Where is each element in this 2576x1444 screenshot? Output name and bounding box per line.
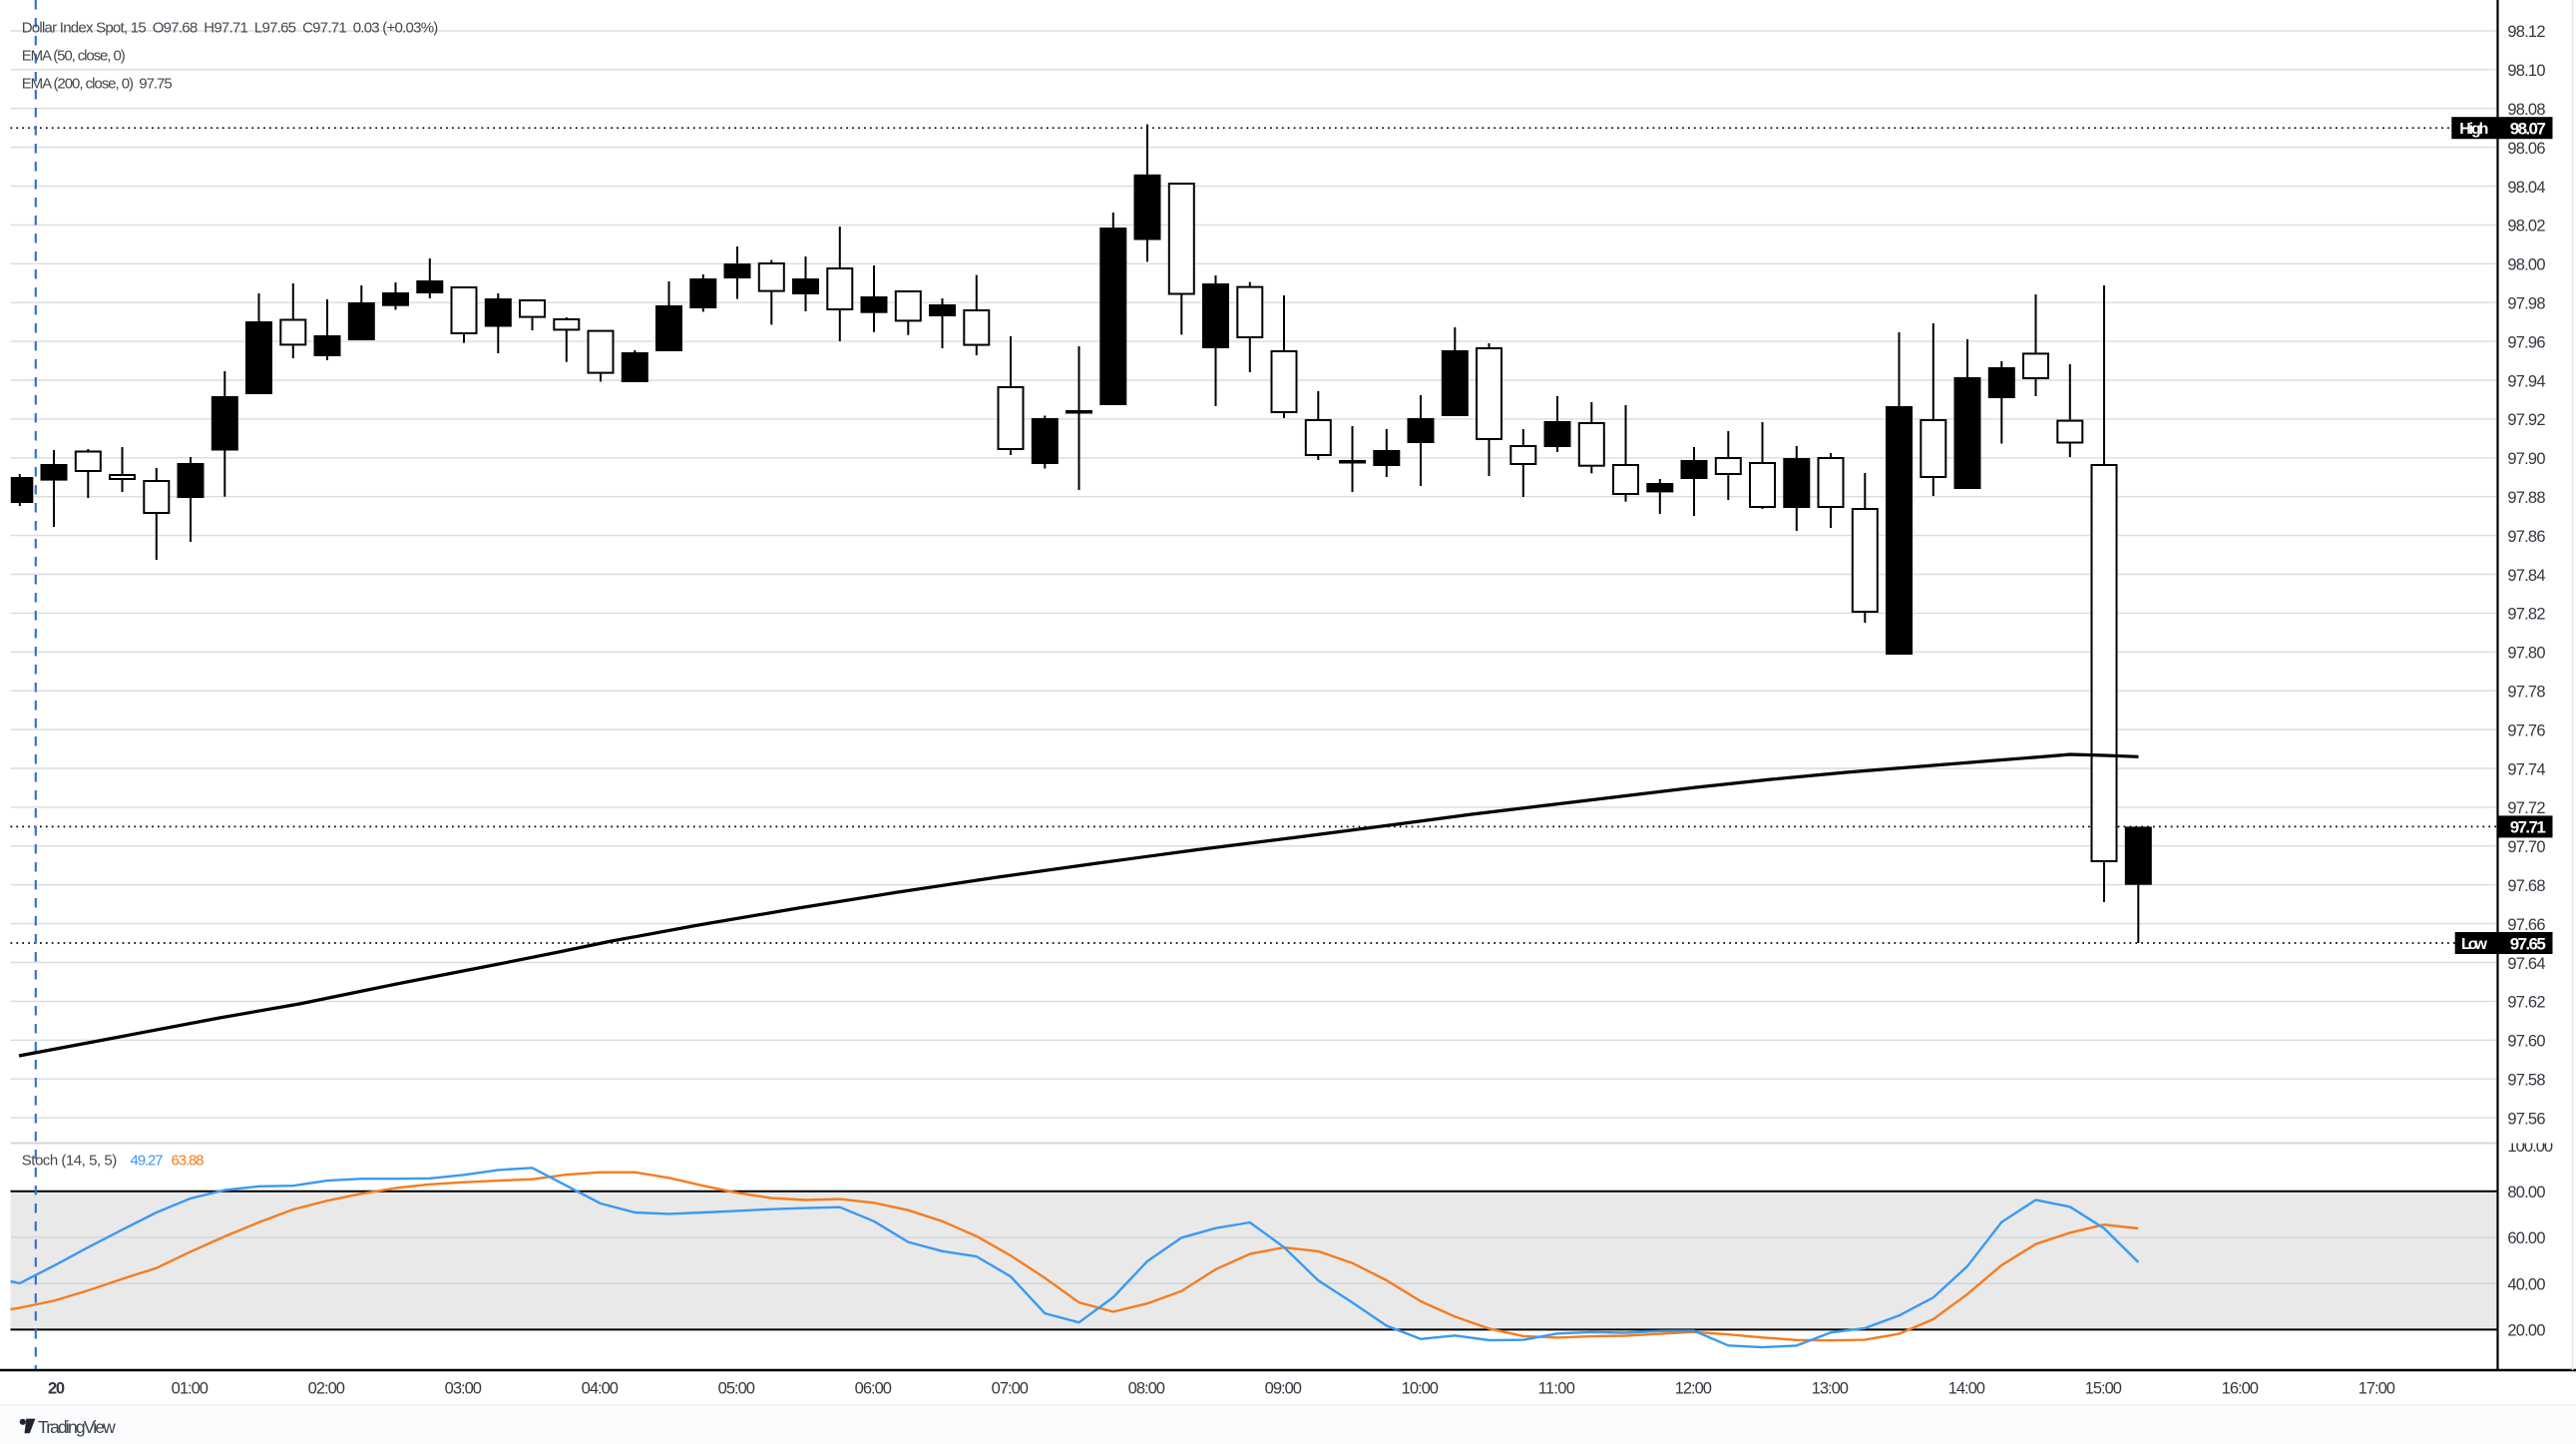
svg-text:16:00: 16:00	[2222, 1380, 2259, 1398]
svg-text:13:00: 13:00	[1812, 1380, 1849, 1398]
svg-text:97.86: 97.86	[2507, 528, 2545, 546]
svg-text:20: 20	[48, 1380, 65, 1398]
svg-text:98.02: 98.02	[2507, 218, 2545, 236]
svg-text:01:00: 01:00	[172, 1380, 209, 1398]
svg-text:97.58: 97.58	[2507, 1072, 2545, 1090]
svg-text:High: High	[2459, 121, 2488, 138]
svg-text:63.88: 63.88	[172, 1153, 205, 1170]
svg-text:15:00: 15:00	[2085, 1380, 2122, 1398]
svg-text:04:00: 04:00	[582, 1380, 619, 1398]
svg-text:98.00: 98.00	[2507, 256, 2545, 274]
svg-text:98.07: 98.07	[2510, 120, 2546, 139]
svg-text:97.82: 97.82	[2507, 606, 2545, 624]
svg-text:Dollar Index Spot, 15 O97.68: Dollar Index Spot, 15 O97.68 H97.71 L97.…	[22, 20, 439, 37]
svg-text:06:00: 06:00	[855, 1380, 892, 1398]
svg-text:97.56: 97.56	[2507, 1110, 2545, 1128]
svg-text:49.27: 49.27	[131, 1153, 164, 1170]
svg-text:97.64: 97.64	[2507, 955, 2545, 973]
svg-text:17:00: 17:00	[2359, 1380, 2395, 1398]
svg-text:09:00: 09:00	[1265, 1380, 1302, 1398]
svg-text:98.08: 98.08	[2507, 101, 2545, 119]
svg-text:97.71: 97.71	[2510, 818, 2546, 837]
svg-text:98.04: 98.04	[2507, 179, 2545, 197]
svg-text:EMA (200, close, 0) 97.75: EMA (200, close, 0) 97.75	[22, 76, 173, 93]
svg-text:97.94: 97.94	[2507, 372, 2545, 390]
svg-text:10:00: 10:00	[1402, 1380, 1439, 1398]
svg-text:97.74: 97.74	[2507, 760, 2545, 778]
svg-text:Low: Low	[2461, 936, 2488, 953]
svg-text:100.00: 100.00	[2507, 1138, 2553, 1156]
svg-text:97.72: 97.72	[2507, 799, 2545, 817]
svg-text:Stoch (14, 5, 5): Stoch (14, 5, 5)	[22, 1153, 118, 1170]
svg-text:03:00: 03:00	[445, 1380, 482, 1398]
svg-text:97.66: 97.66	[2507, 916, 2545, 934]
svg-text:97.88: 97.88	[2507, 489, 2545, 507]
svg-text:97.65: 97.65	[2510, 934, 2546, 953]
svg-text:98.12: 98.12	[2507, 23, 2545, 41]
svg-text:02:00: 02:00	[308, 1380, 345, 1398]
svg-text:40.00: 40.00	[2507, 1276, 2545, 1294]
svg-text:14:00: 14:00	[1948, 1380, 1985, 1398]
svg-text:11:00: 11:00	[1538, 1380, 1575, 1398]
svg-text:97.96: 97.96	[2507, 333, 2545, 351]
svg-text:98.10: 98.10	[2507, 62, 2545, 80]
svg-text:97.98: 97.98	[2507, 295, 2545, 313]
svg-text:98.06: 98.06	[2507, 140, 2545, 158]
svg-text:80.00: 80.00	[2507, 1184, 2545, 1202]
svg-text:20.00: 20.00	[2507, 1322, 2545, 1340]
svg-text:97.76: 97.76	[2507, 722, 2545, 739]
svg-text:97.62: 97.62	[2507, 994, 2545, 1012]
svg-text:97.80: 97.80	[2507, 645, 2545, 663]
svg-text:97.70: 97.70	[2507, 838, 2545, 856]
svg-text:97.78: 97.78	[2507, 684, 2545, 702]
svg-text:TradingView: TradingView	[38, 1417, 116, 1437]
svg-text:07:00: 07:00	[992, 1380, 1029, 1398]
svg-text:97.60: 97.60	[2507, 1033, 2545, 1051]
svg-text:05:00: 05:00	[718, 1380, 755, 1398]
svg-text:12:00: 12:00	[1675, 1380, 1712, 1398]
svg-text:97.84: 97.84	[2507, 567, 2545, 585]
svg-text:97.68: 97.68	[2507, 877, 2545, 895]
svg-text:EMA (50, close, 0): EMA (50, close, 0)	[22, 48, 126, 65]
svg-text:97.92: 97.92	[2507, 411, 2545, 429]
svg-text:60.00: 60.00	[2507, 1229, 2545, 1247]
svg-text:97.90: 97.90	[2507, 450, 2545, 468]
svg-text:08:00: 08:00	[1128, 1380, 1165, 1398]
